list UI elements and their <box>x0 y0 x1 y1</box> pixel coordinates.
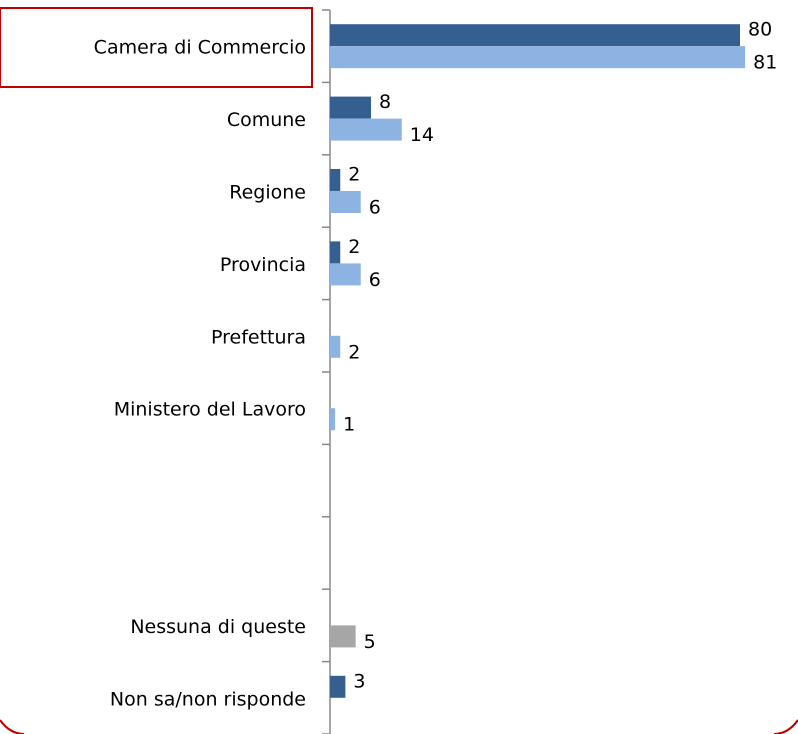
bar <box>330 335 341 358</box>
bar <box>330 118 402 141</box>
value-label: 5 <box>364 631 376 653</box>
value-label: 8 <box>379 91 391 113</box>
bar <box>330 408 336 431</box>
value-label: 2 <box>348 236 360 258</box>
highlight-box <box>0 7 313 88</box>
bar <box>330 191 361 213</box>
value-label: 81 <box>753 52 777 74</box>
value-label: 80 <box>748 19 772 41</box>
category-label: Camera di Commercio <box>94 37 306 59</box>
bar <box>330 625 356 648</box>
bar <box>330 46 746 69</box>
category-label: Comune <box>227 109 306 131</box>
category-label: Prefettura <box>211 326 306 348</box>
bar <box>330 24 740 47</box>
bar <box>330 169 341 191</box>
frame-corner <box>0 719 798 734</box>
value-label: 6 <box>369 197 381 219</box>
category-label: Non sa/non risponde <box>110 688 306 710</box>
category-label: Regione <box>229 182 306 204</box>
bar <box>330 675 346 698</box>
value-label: 2 <box>348 164 360 186</box>
value-label: 2 <box>348 341 360 363</box>
bar <box>330 96 371 119</box>
value-label: 1 <box>343 414 355 436</box>
value-label: 14 <box>410 124 434 146</box>
bar <box>330 263 361 286</box>
bar <box>330 241 341 264</box>
category-label: Provincia <box>220 254 306 276</box>
value-label: 6 <box>369 269 381 291</box>
category-label: Ministero del Lavoro <box>114 399 306 421</box>
value-label: 3 <box>353 670 365 692</box>
category-label: Nessuna di queste <box>130 616 306 638</box>
